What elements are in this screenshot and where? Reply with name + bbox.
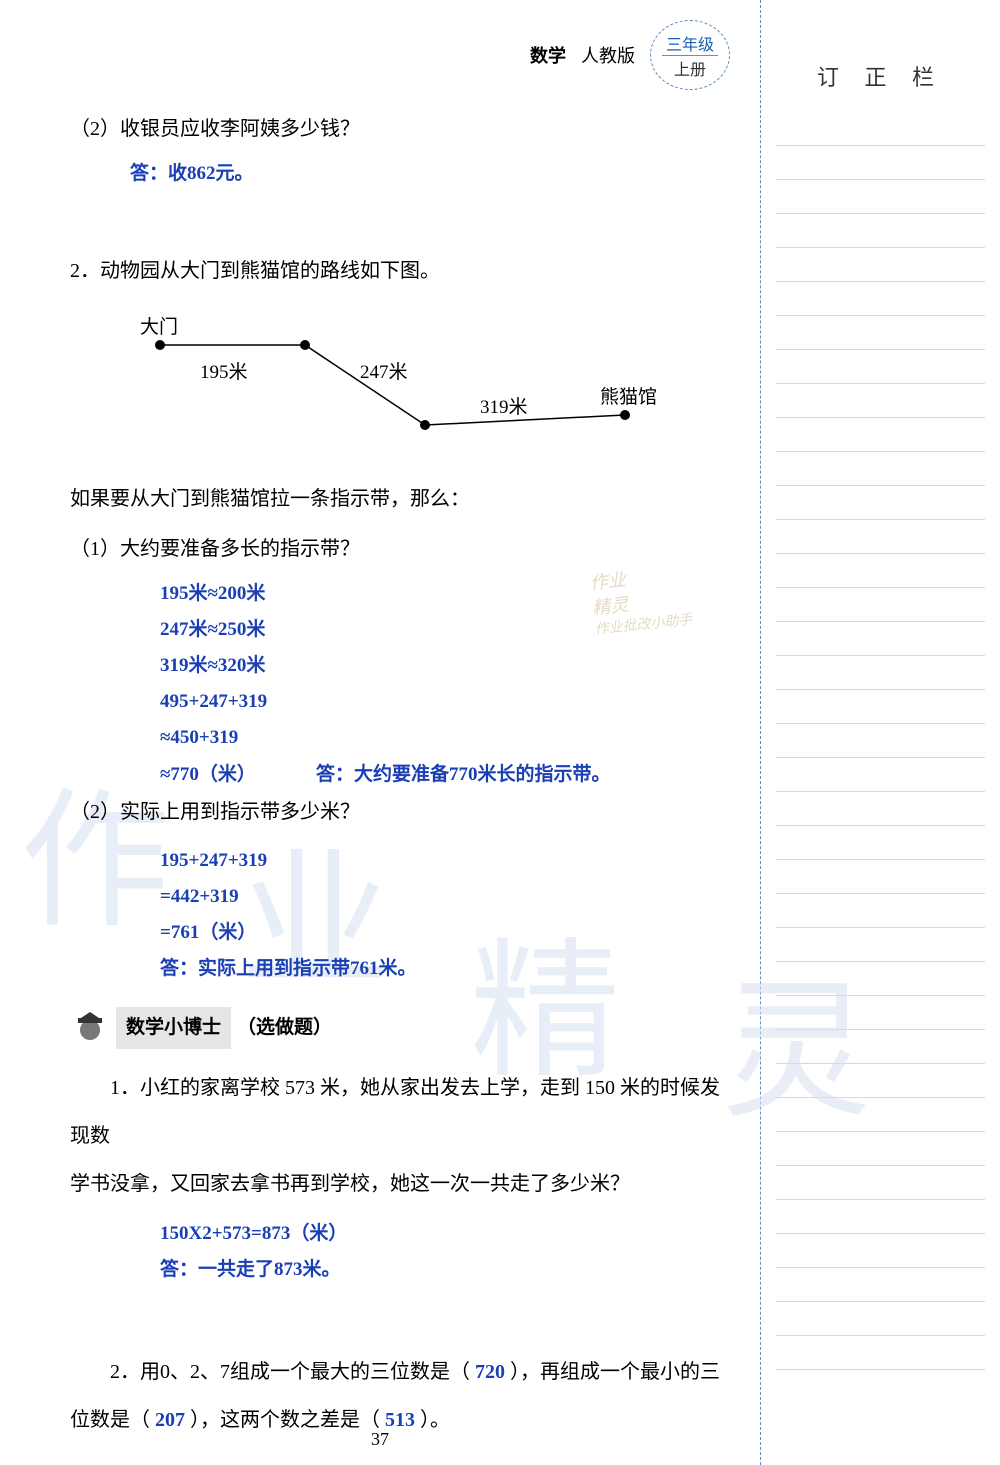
q2-sub2-work: =761（米） (160, 915, 730, 951)
p2-text: 位数是（ (70, 1409, 150, 1431)
p1-text-a: 1．小红的家离学校 573 米，她从家出发去上学，走到 150 米的时候发现数 (70, 1064, 730, 1160)
correction-column: 灵 订 正 栏 (760, 0, 1000, 1465)
ruled-line (776, 486, 985, 520)
p1-work: 150X2+573=873（米） (160, 1216, 730, 1252)
main-column: 作 业 精 数学 人教版 三年级 上册 （2）收银员应收李阿姨多少钱？ 答：收8… (0, 0, 760, 1465)
q2-sub1-prompt: （1）大约要准备多长的指示带？ (70, 530, 730, 568)
q2-sub1-work: ≈450+319 (160, 720, 730, 756)
ruled-line (776, 928, 985, 962)
q2-sub2-work: =442+319 (160, 879, 730, 915)
ruled-line (776, 1302, 985, 1336)
ruled-line (776, 554, 985, 588)
ruled-line (776, 452, 985, 486)
p2-line-b: 位数是（ 207 ），这两个数之差是（ 513 ）。 (70, 1396, 730, 1444)
correction-lines (761, 112, 1000, 1370)
ruled-line (776, 1200, 985, 1234)
seg2-label: 247米 (360, 355, 408, 391)
ruled-line (776, 146, 985, 180)
q2-intro: 2．动物园从大门到熊猫馆的路线如下图。 (70, 252, 730, 290)
ruled-line (776, 622, 985, 656)
ruled-line (776, 316, 985, 350)
q2-sub1-answer: 答：大约要准备770米长的指示带。 (316, 757, 611, 793)
ruled-line (776, 690, 985, 724)
q2-condition: 如果要从大门到熊猫馆拉一条指示带，那么： (70, 480, 730, 518)
scholar-icon (70, 1008, 110, 1048)
section-header: 数学小博士 （选做题） (70, 1007, 332, 1049)
ruled-line (776, 1064, 985, 1098)
ruled-line (776, 384, 985, 418)
ruled-line (776, 1098, 985, 1132)
grade-label: 三年级 (662, 31, 718, 56)
ruled-line (776, 418, 985, 452)
ruled-line (776, 1268, 985, 1302)
ruled-line (776, 112, 985, 146)
edition-label: 人教版 (581, 42, 635, 68)
ruled-line (776, 962, 985, 996)
p1-answer: 答：一共走了873米。 (160, 1252, 730, 1288)
p2-text: ）。 (420, 1409, 450, 1431)
ruled-line (776, 758, 985, 792)
section-title: 数学小博士 (116, 1007, 231, 1049)
q1-sub2-answer: 答：收862元。 (130, 156, 730, 192)
ruled-line (776, 1030, 985, 1064)
p2-blank1: 720 (475, 1361, 505, 1383)
ruled-line (776, 894, 985, 928)
p1-text-b: 学书没拿，又回家去拿书再到学校，她这一次一共走了多少米？ (70, 1160, 730, 1208)
seg3-label: 319米 (480, 390, 528, 426)
subject-label: 数学 (530, 42, 566, 68)
q2-sub1-work: ≈770（米） (160, 757, 256, 793)
p2-blank3: 513 (385, 1409, 415, 1431)
ruled-line (776, 656, 985, 690)
page-root: 作 业 精 数学 人教版 三年级 上册 （2）收银员应收李阿姨多少钱？ 答：收8… (0, 0, 1000, 1465)
q2-sub2-work: 195+247+319 (160, 843, 730, 879)
page-header: 数学 人教版 三年级 上册 (530, 20, 730, 90)
gate-label: 大门 (140, 310, 178, 346)
ruled-line (776, 724, 985, 758)
ruled-line (776, 588, 985, 622)
ruled-line (776, 214, 985, 248)
route-diagram: 大门 195米 247米 319米 熊猫馆 (100, 300, 700, 460)
ruled-line (776, 1336, 985, 1370)
ruled-line (776, 520, 985, 554)
content-body: （2）收银员应收李阿姨多少钱？ 答：收862元。 2．动物园从大门到熊猫馆的路线… (70, 110, 730, 1444)
ruled-line (776, 826, 985, 860)
ruled-line (776, 860, 985, 894)
q2-sub1-work: 319米≈320米 (160, 648, 730, 684)
seg1-label: 195米 (200, 355, 248, 391)
ruled-line (776, 248, 985, 282)
p2-line-a: 2．用0、2、7组成一个最大的三位数是（ 720 ），再组成一个最小的三 (70, 1348, 730, 1396)
volume-label: 上册 (674, 56, 706, 80)
ruled-line (776, 1132, 985, 1166)
q2-sub2-answer: 答：实际上用到指示带761米。 (160, 951, 730, 987)
section-subtitle: （选做题） (237, 1010, 332, 1046)
stamp-watermark: 作业 精灵 作业批改小助手 (589, 561, 694, 641)
ruled-line (776, 996, 985, 1030)
p2-text: ），再组成一个最小的三 (510, 1361, 720, 1383)
ruled-line (776, 792, 985, 826)
correction-title: 订 正 栏 (761, 60, 1000, 92)
panda-label: 熊猫馆 (600, 380, 657, 416)
ruled-line (776, 1234, 985, 1268)
ruled-line (776, 1166, 985, 1200)
p2-blank2: 207 (155, 1409, 185, 1431)
q2-sub1-work: 495+247+319 (160, 684, 730, 720)
q1-sub2-prompt: （2）收银员应收李阿姨多少钱？ (70, 110, 730, 148)
p2-text: ），这两个数之差是（ (190, 1409, 380, 1431)
ruled-line (776, 350, 985, 384)
p2-text: 2．用0、2、7组成一个最大的三位数是（ (110, 1361, 470, 1383)
ruled-line (776, 282, 985, 316)
q2-sub2-prompt: （2）实际上用到指示带多少米？ (70, 793, 730, 831)
ruled-line (776, 180, 985, 214)
grade-badge: 三年级 上册 (650, 20, 730, 90)
